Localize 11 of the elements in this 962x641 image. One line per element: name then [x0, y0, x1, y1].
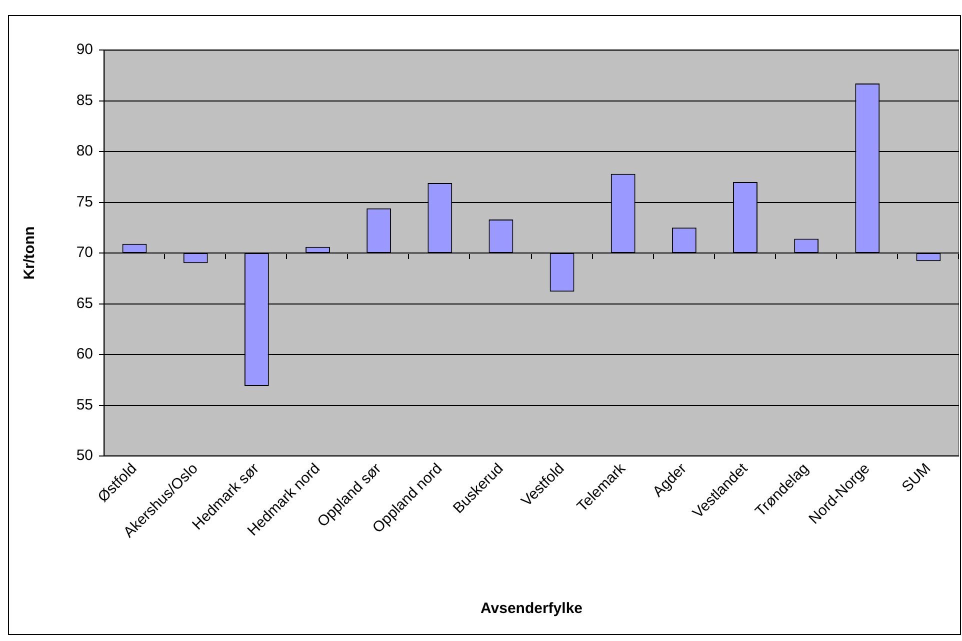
y-axis-title: Kr/tonn	[21, 226, 38, 280]
y-tick-label: 55	[76, 396, 93, 414]
y-tick-label: 65	[76, 294, 93, 312]
x-axis-title: Avsenderfylke	[480, 600, 582, 618]
y-tick-label: 80	[76, 142, 93, 160]
y-tick-label: 75	[76, 193, 93, 210]
y-tick-label: 60	[76, 346, 93, 363]
y-tick-label: 90	[76, 41, 93, 58]
y-tick-label: 50	[76, 447, 93, 464]
y-tick-label: 70	[76, 244, 93, 262]
y-tick-label: 85	[76, 92, 93, 109]
